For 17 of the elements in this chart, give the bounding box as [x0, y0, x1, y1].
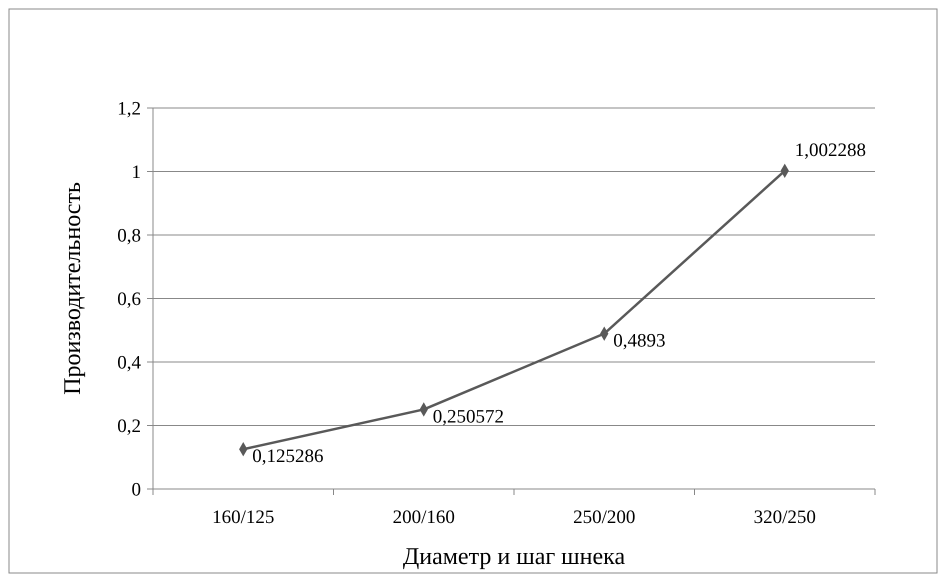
x-tick-label: 320/250 — [754, 507, 816, 528]
y-tick-label: 0,6 — [117, 289, 141, 310]
x-tick-label: 200/160 — [392, 507, 455, 528]
y-tick-label: 0,4 — [117, 352, 142, 374]
data-label: 0,4893 — [613, 330, 666, 352]
x-tick-label: 160/125 — [212, 507, 274, 528]
y-tick-label: 1 — [132, 162, 141, 184]
y-axis-title: Производительность — [60, 182, 86, 395]
data-label: 1,002288 — [794, 140, 866, 161]
y-tick-label: 0 — [132, 480, 141, 501]
y-tick-label: 0,2 — [117, 416, 141, 438]
x-tick-label: 250/200 — [573, 507, 636, 528]
data-label: 0,125286 — [252, 446, 324, 468]
y-tick-label: 0,8 — [117, 226, 141, 247]
data-label: 0,250572 — [432, 406, 504, 428]
x-axis-title: Диаметр и шаг шнека — [402, 544, 626, 570]
y-tick-label: 1,2 — [117, 98, 141, 120]
